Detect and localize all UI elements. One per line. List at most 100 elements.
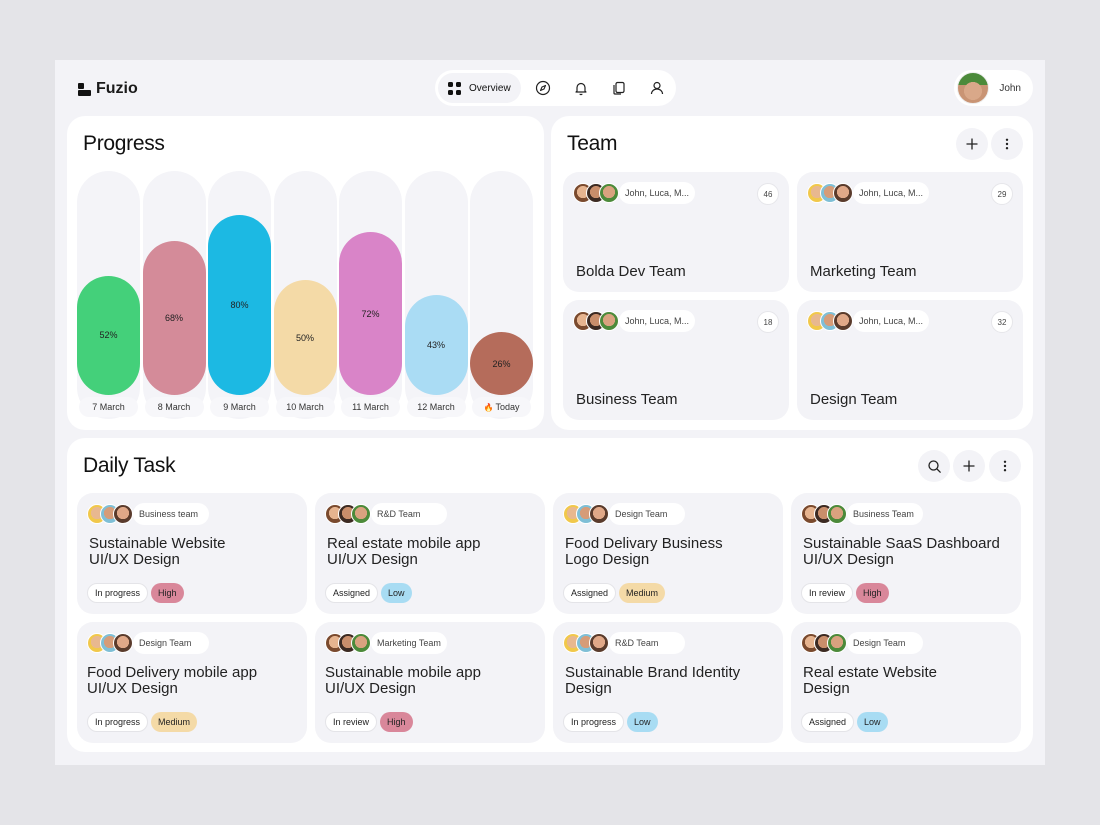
progress-card: Progress 52% 7 March 68% 8 March 80% 9 March 5… <box>67 116 544 430</box>
task-team-pill: Marketing Team <box>371 632 447 654</box>
task-status-tag[interactable]: Assigned <box>563 583 617 603</box>
task-team-pill: Business team <box>133 503 209 525</box>
nav-profile[interactable] <box>641 73 673 103</box>
task-avatars <box>87 503 133 525</box>
task-avatars <box>325 503 371 525</box>
task-tags: In review High <box>325 712 413 732</box>
logo-icon <box>78 82 91 96</box>
add-task-button[interactable] <box>953 450 985 482</box>
task-title: Sustainable mobile app UI/UX Design <box>325 664 481 697</box>
team-members-pill: John, Luca, M... <box>853 182 929 204</box>
task-priority-tag[interactable]: Low <box>627 712 658 732</box>
team-members-pill: John, Luca, M... <box>619 182 695 204</box>
task-team-pill: Business Team <box>847 503 923 525</box>
member-avatar <box>827 504 847 524</box>
chart-column[interactable]: 52% 7 March <box>77 171 140 419</box>
nav-overview[interactable]: Overview <box>438 73 521 103</box>
app-name: Fuzio <box>96 80 138 97</box>
chart-bar[interactable]: 80% <box>208 215 271 395</box>
task-item[interactable]: Business Team Sustainable SaaS Dashboard … <box>791 493 1021 614</box>
task-priority-tag[interactable]: Medium <box>619 583 666 603</box>
task-team-pill: Design Team <box>133 632 209 654</box>
user-menu[interactable]: John <box>954 70 1033 106</box>
task-priority-tag[interactable]: Medium <box>151 712 198 732</box>
member-avatar <box>589 633 609 653</box>
task-item[interactable]: Marketing Team Sustainable mobile app UI/… <box>315 622 545 743</box>
task-team-pill: Design Team <box>609 503 685 525</box>
team-item[interactable]: John, Luca, M... 29 Marketing Team <box>797 172 1023 292</box>
task-priority-tag[interactable]: High <box>856 583 889 603</box>
user-name: John <box>999 82 1021 94</box>
task-title: Sustainable Brand Identity Design <box>565 664 741 697</box>
tasks-more-button[interactable] <box>989 450 1021 482</box>
task-avatars <box>801 503 847 525</box>
chart-bar[interactable]: 50% <box>273 280 337 395</box>
bell-icon <box>575 82 587 96</box>
task-status-tag[interactable]: In progress <box>87 583 149 603</box>
chart-bar[interactable]: 68% <box>142 241 206 395</box>
nav-explore[interactable] <box>527 73 559 103</box>
task-status-tag[interactable]: In review <box>325 712 378 732</box>
task-status-tag[interactable]: Assigned <box>801 712 855 732</box>
team-name: Design Team <box>810 391 898 408</box>
chart-category-label: 10 March <box>275 397 335 417</box>
nav-documents[interactable] <box>603 73 635 103</box>
team-title: Team <box>567 132 618 155</box>
chart-data-label: 68% <box>164 313 183 323</box>
more-vertical-icon <box>1005 138 1009 150</box>
task-item[interactable]: Business team Sustainable Website UI/UX D… <box>77 493 307 614</box>
progress-title: Progress <box>83 132 165 155</box>
task-item[interactable]: Design Team Food Delivary Business Logo D… <box>553 493 783 614</box>
task-priority-tag[interactable]: High <box>380 712 413 732</box>
chart-column[interactable]: 68% 8 March <box>142 171 206 419</box>
task-item[interactable]: R&D Team Sustainable Brand Identity Desig… <box>553 622 783 743</box>
app-window: Fuzio Overview John Progress 52% 7 March 6… <box>55 60 1045 765</box>
chart-bar[interactable]: 72% <box>339 232 402 395</box>
task-tags: Assigned Low <box>801 712 888 732</box>
task-priority-tag[interactable]: High <box>151 583 184 603</box>
chart-column[interactable]: 43% 12 March <box>404 171 468 419</box>
task-avatars <box>563 632 609 654</box>
team-item[interactable]: John, Luca, M... 46 Bolda Dev Team <box>563 172 789 292</box>
task-avatars <box>87 632 133 654</box>
team-member-count: 18 <box>757 311 779 333</box>
search-tasks-button[interactable] <box>918 450 950 482</box>
chart-bar[interactable]: 26% <box>470 332 533 395</box>
chart-column[interactable]: 80% 9 March <box>208 171 271 419</box>
chart-column[interactable]: 26% 🔥 Today <box>470 171 533 419</box>
task-item[interactable]: R&D Team Real estate mobile app UI/UX Des… <box>315 493 545 614</box>
task-status-tag[interactable]: In progress <box>87 712 149 732</box>
add-team-button[interactable] <box>956 128 988 160</box>
task-item[interactable]: Design Team Real estate Website Design Ass… <box>791 622 1021 743</box>
chart-bar[interactable]: 43% <box>404 295 468 395</box>
member-avatar <box>113 504 133 524</box>
task-priority-tag[interactable]: Low <box>857 712 888 732</box>
chart-bar[interactable]: 52% <box>77 275 140 395</box>
chart-data-label: 50% <box>295 332 314 343</box>
daily-task-card: Daily Task Business team Sustainable Webs… <box>67 438 1033 752</box>
task-status-tag[interactable]: Assigned <box>325 583 379 603</box>
chart-category-label: 8 March <box>144 397 204 417</box>
team-more-button[interactable] <box>991 128 1023 160</box>
logo[interactable]: Fuzio <box>78 80 138 98</box>
task-priority-tag[interactable]: Low <box>381 583 412 603</box>
team-item[interactable]: John, Luca, M... 18 Business Team <box>563 300 789 420</box>
search-icon <box>927 459 941 473</box>
chart-column[interactable]: 72% 11 March <box>339 171 402 419</box>
team-item[interactable]: John, Luca, M... 32 Design Team <box>797 300 1023 420</box>
task-item[interactable]: Design Team Food Delivery mobile app UI/U… <box>77 622 307 743</box>
member-avatar <box>833 183 853 203</box>
fire-icon: 🔥 <box>483 402 494 412</box>
task-title: Sustainable SaaS Dashboard UI/UX Design <box>803 535 1000 568</box>
task-title: Sustainable Website UI/UX Design <box>89 535 226 568</box>
task-status-tag[interactable]: In progress <box>563 712 625 732</box>
chart-category-label: 12 March <box>406 397 466 417</box>
team-members-pill: John, Luca, M... <box>619 310 695 332</box>
chart-category-label: 9 March <box>210 397 269 417</box>
team-member-count: 29 <box>991 183 1013 205</box>
nav-notifications[interactable] <box>565 73 597 103</box>
task-status-tag[interactable]: In review <box>801 583 854 603</box>
chart-column[interactable]: 50% 10 March <box>273 171 337 419</box>
task-tags: Assigned Low <box>325 583 412 603</box>
user-icon <box>650 81 663 95</box>
